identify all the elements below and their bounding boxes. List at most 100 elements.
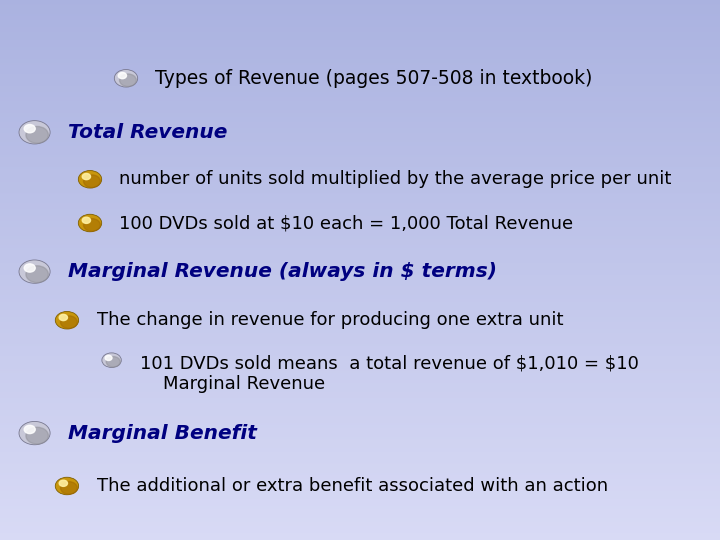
Text: Total Revenue: Total Revenue <box>68 123 228 142</box>
Bar <box>0 49 720 50</box>
Bar <box>0 239 720 241</box>
Bar <box>0 437 720 439</box>
Bar <box>0 497 720 498</box>
Bar <box>0 99 720 101</box>
Bar <box>0 211 720 212</box>
Bar <box>0 522 720 524</box>
Bar <box>0 428 720 430</box>
Bar <box>0 454 720 455</box>
Bar <box>0 349 720 351</box>
Bar <box>0 0 720 2</box>
Bar <box>0 274 720 275</box>
Bar <box>0 63 720 65</box>
Bar <box>0 373 720 374</box>
Bar <box>0 430 720 432</box>
Bar <box>0 299 720 301</box>
Bar <box>0 366 720 367</box>
Bar <box>0 389 720 390</box>
Bar <box>0 158 720 160</box>
Bar <box>0 277 720 279</box>
Bar <box>0 495 720 497</box>
Bar <box>0 189 720 191</box>
Bar <box>0 421 720 423</box>
Bar <box>0 50 720 52</box>
Bar <box>0 468 720 470</box>
Bar <box>0 184 720 185</box>
Bar <box>0 243 720 245</box>
Bar <box>0 401 720 403</box>
Bar <box>0 220 720 221</box>
Bar <box>0 137 720 139</box>
Bar <box>0 147 720 150</box>
Bar <box>0 106 720 108</box>
Bar <box>0 79 720 81</box>
Bar <box>0 92 720 93</box>
Circle shape <box>78 171 102 188</box>
Bar <box>0 7 720 9</box>
Bar <box>0 533 720 535</box>
Bar <box>0 531 720 533</box>
Bar <box>0 69 720 70</box>
Bar <box>0 180 720 182</box>
Bar <box>0 193 720 194</box>
Bar <box>0 491 720 493</box>
Bar <box>0 427 720 428</box>
Bar <box>0 238 720 239</box>
Bar <box>0 214 720 216</box>
Bar <box>0 369 720 371</box>
Bar <box>0 232 720 234</box>
Bar <box>0 506 720 508</box>
Bar <box>0 272 720 274</box>
Bar <box>0 153 720 155</box>
Bar <box>0 434 720 436</box>
Bar <box>0 474 720 475</box>
Bar <box>0 297 720 299</box>
Circle shape <box>55 477 78 495</box>
Circle shape <box>19 421 50 445</box>
Bar <box>0 301 720 302</box>
Bar <box>0 405 720 407</box>
Bar <box>0 409 720 410</box>
Text: Marginal Revenue (always in \$ terms): Marginal Revenue (always in \$ terms) <box>68 262 498 281</box>
Bar <box>0 493 720 495</box>
Bar <box>0 124 720 126</box>
Text: 101 DVDs sold means  a total revenue of \$1,010 = \$10
    Marginal Revenue: 101 DVDs sold means a total revenue of \… <box>140 354 639 393</box>
Bar <box>0 29 720 31</box>
Bar <box>0 423 720 425</box>
Bar <box>0 416 720 417</box>
Bar <box>0 178 720 180</box>
Bar <box>0 9 720 11</box>
Bar <box>0 59 720 61</box>
Bar <box>0 502 720 504</box>
Bar <box>0 223 720 225</box>
Bar <box>0 250 720 252</box>
Bar <box>0 144 720 146</box>
Bar <box>0 335 720 336</box>
Bar <box>0 371 720 373</box>
Bar <box>0 72 720 74</box>
Bar <box>0 101 720 103</box>
Bar <box>0 488 720 490</box>
Bar <box>0 457 720 459</box>
Circle shape <box>84 219 100 231</box>
Bar <box>0 432 720 434</box>
Bar <box>0 130 720 131</box>
Bar <box>0 12 720 15</box>
Bar <box>0 450 720 452</box>
Bar <box>0 166 720 167</box>
Bar <box>0 265 720 266</box>
Bar <box>0 22 720 23</box>
Bar <box>0 254 720 255</box>
Bar <box>0 285 720 286</box>
Bar <box>0 231 720 232</box>
Bar <box>0 112 720 113</box>
Bar <box>0 236 720 238</box>
Bar <box>0 347 720 349</box>
Bar <box>0 36 720 38</box>
Bar <box>0 295 720 297</box>
Circle shape <box>82 217 91 224</box>
Bar <box>0 326 720 328</box>
Bar <box>0 410 720 412</box>
Bar <box>0 96 720 97</box>
Text: The change in revenue for producing one extra unit: The change in revenue for producing one … <box>97 311 564 329</box>
